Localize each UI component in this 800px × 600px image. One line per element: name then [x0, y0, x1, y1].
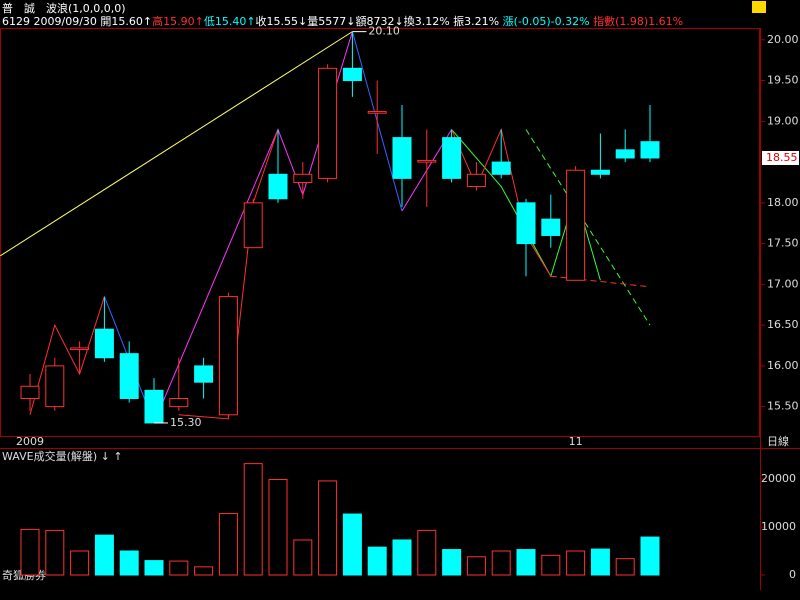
candle-body [194, 365, 214, 383]
candle-body [590, 169, 610, 175]
volume-bar [70, 550, 90, 576]
volume-bar [45, 529, 65, 576]
volume-bar [342, 513, 362, 576]
volume-bar [20, 528, 40, 576]
wave-line [525, 129, 651, 326]
volume-bar [442, 549, 462, 576]
quote-field: 指數(1.98)1.61% [593, 15, 684, 28]
candle-body [466, 173, 486, 188]
volume-bar [566, 550, 586, 576]
y-tick-label: 10000 [761, 520, 796, 533]
volume-bar [194, 566, 214, 576]
candle-body [442, 137, 462, 179]
wave-line [0, 31, 353, 257]
volume-bar [417, 529, 437, 576]
y-tick-label: 20000 [761, 472, 796, 485]
volume-bar [640, 536, 660, 576]
icon [752, 1, 766, 13]
volume-bar [293, 539, 313, 576]
volume-bar [218, 513, 238, 576]
candle-body [342, 67, 362, 82]
y-tick-label: 17.00 [767, 277, 799, 290]
candle-body [392, 137, 412, 179]
volume-bar [243, 463, 263, 576]
quote-field: 收15.55↓ [255, 15, 308, 28]
quote-field: 開15.60↑ [100, 15, 153, 28]
volume-bar [268, 478, 288, 576]
x-tick-label: 11 [569, 435, 583, 448]
volume-bar [367, 546, 387, 576]
annotation: 20.10 [368, 25, 400, 38]
quote-field: 高15.90↑ [152, 15, 204, 28]
candle-body [268, 173, 288, 200]
candle-body [566, 169, 586, 281]
candle-body [45, 365, 65, 408]
annotation: 15.30 [170, 416, 202, 429]
panel-title: WAVE成交量(解盤) ↓ ↑ [2, 449, 123, 463]
y-tick-label: 18.00 [767, 196, 799, 209]
header-quote: 6129 2009/09/30 開15.60↑高15.90↑低15.40↑收15… [2, 13, 683, 29]
volume-bar [94, 534, 114, 576]
candle-body [491, 161, 511, 175]
period-label: 日線 [767, 434, 789, 448]
volume-bar [590, 548, 610, 576]
volume-bar [466, 556, 486, 576]
y-tick-label: 19.00 [767, 114, 799, 127]
candle-body [367, 111, 387, 114]
candle-body [20, 385, 40, 399]
y-tick-label: 16.50 [767, 318, 799, 331]
y-tick-label: 0 [789, 568, 796, 581]
y-tick-label: 17.50 [767, 237, 799, 250]
volume-bar [491, 550, 511, 576]
quote-field: 6129 2009/09/30 [2, 15, 101, 28]
wave-line [29, 296, 105, 415]
candle-body [169, 397, 189, 408]
candle-body [94, 328, 114, 359]
candle-body [615, 149, 635, 159]
volume-bar [318, 480, 338, 576]
quote-field: 額8732↓ [355, 15, 404, 28]
header-title: 普 誠 波浪(1,0,0,0,0) [2, 2, 126, 15]
candle-body [293, 173, 313, 183]
candle-body [218, 296, 238, 416]
last-price: 18.55 [766, 151, 798, 164]
candle-body [417, 159, 437, 163]
quote-field: 漲(-0.05)-0.32% [502, 15, 594, 28]
y-tick-label: 20.00 [767, 33, 799, 46]
last-price-box [762, 150, 799, 165]
quote-field: 量5577↓ [307, 15, 356, 28]
candle-body [70, 347, 90, 351]
wave-line [178, 129, 279, 420]
y-tick-label: 15.50 [767, 400, 799, 413]
volume-bar [144, 560, 164, 576]
y-tick-label: 16.00 [767, 359, 799, 372]
volume-bar [119, 550, 139, 576]
volume-bar [392, 539, 412, 576]
candle-body [318, 67, 338, 179]
quote-field: 低15.40↑ [203, 15, 256, 28]
volume-bar [541, 554, 561, 576]
candle-body [144, 389, 164, 424]
volume-bar [516, 549, 536, 576]
wave-line [550, 275, 651, 288]
candle-body [243, 202, 263, 249]
candle-body [541, 218, 561, 236]
x-tick-label: 2009 [16, 435, 44, 448]
quote-field: 振3.21% [453, 15, 503, 28]
candle-body [640, 141, 660, 159]
volume-bar [615, 558, 635, 576]
quote-field: 換3.12% [403, 15, 454, 28]
candle-body [516, 202, 536, 245]
price-frame [0, 28, 760, 437]
y-tick-label: 19.50 [767, 74, 799, 87]
volume-bar [169, 560, 189, 576]
candle-body [119, 353, 139, 399]
